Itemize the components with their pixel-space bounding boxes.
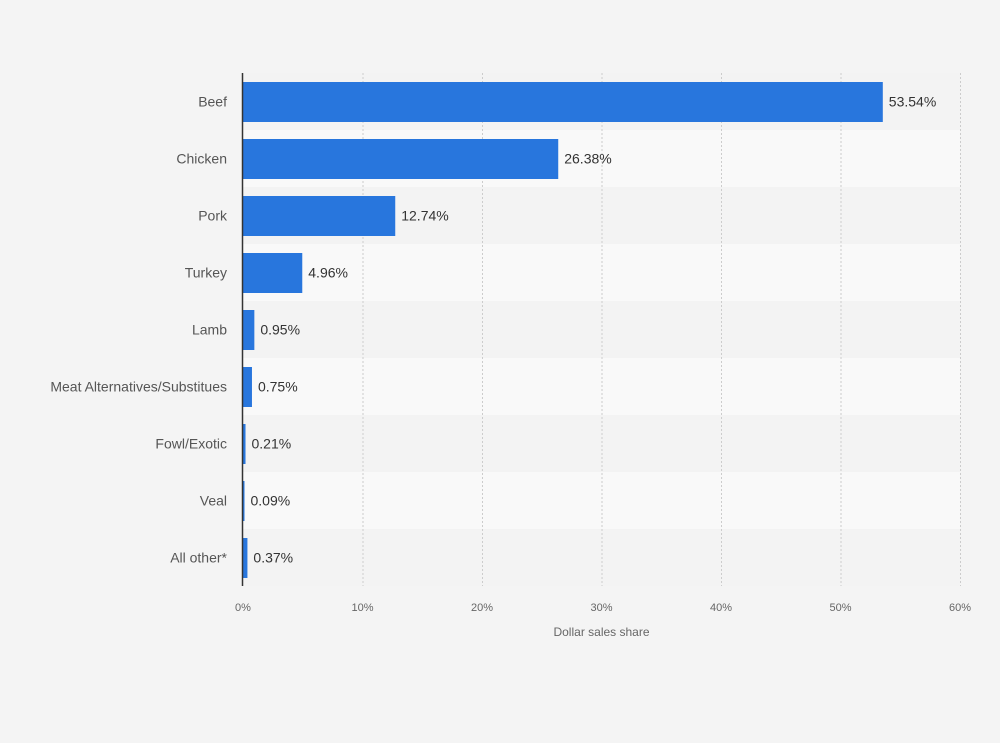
- value-label: 0.95%: [260, 322, 300, 338]
- x-tick-label: 20%: [471, 602, 493, 614]
- x-tick-label: 50%: [829, 602, 851, 614]
- bar-beef[interactable]: [243, 82, 883, 122]
- bar-fowl-exotic[interactable]: [243, 424, 246, 464]
- value-label: 0.75%: [258, 379, 298, 395]
- row-band: [243, 244, 960, 301]
- value-label: 0.21%: [252, 436, 292, 452]
- row-band: [243, 472, 960, 529]
- x-axis-title: Dollar sales share: [553, 625, 649, 639]
- bar-pork[interactable]: [243, 196, 396, 236]
- category-label: Meat Alternatives/Substitues: [50, 379, 227, 395]
- bar-lamb[interactable]: [243, 310, 255, 350]
- category-label: Veal: [200, 493, 227, 509]
- x-tick-label: 40%: [710, 602, 732, 614]
- category-label: All other*: [170, 550, 227, 566]
- value-label: 53.54%: [889, 94, 936, 110]
- value-labels: 53.54% 26.38% 12.74% 4.96% 0.95% 0.75% 0.21% 0.…: [251, 94, 937, 566]
- x-tick-labels: 0% 10% 20% 30% 40% 50% 60%: [235, 602, 971, 614]
- bar-turkey[interactable]: [243, 253, 303, 293]
- x-tick-label: 30%: [590, 602, 612, 614]
- value-label: 0.09%: [251, 493, 291, 509]
- category-labels: Beef Chicken Pork Turkey Lamb Meat Alternativ…: [50, 94, 228, 566]
- value-label: 12.74%: [401, 208, 448, 224]
- value-label: 26.38%: [564, 151, 611, 167]
- category-label: Pork: [198, 208, 228, 224]
- category-label: Lamb: [192, 322, 227, 338]
- category-label: Beef: [198, 94, 227, 110]
- x-tick-label: 0%: [235, 602, 251, 614]
- bar-all-other[interactable]: [243, 538, 248, 578]
- x-tick-label: 10%: [351, 602, 373, 614]
- bar-veal[interactable]: [243, 481, 245, 521]
- bar-meat-alternatives-substitues[interactable]: [243, 367, 252, 407]
- category-label: Turkey: [185, 265, 227, 281]
- category-label: Fowl/Exotic: [155, 436, 227, 452]
- category-label: Chicken: [176, 151, 227, 167]
- bar-chicken[interactable]: [243, 139, 559, 179]
- value-label: 4.96%: [308, 265, 348, 281]
- bars: [243, 82, 883, 578]
- row-band: [243, 415, 960, 472]
- x-tick-label: 60%: [949, 602, 971, 614]
- value-label: 0.37%: [253, 550, 293, 566]
